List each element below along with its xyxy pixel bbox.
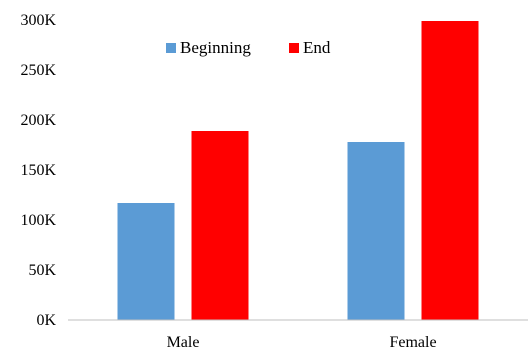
y-tick-label: 50K [28, 262, 56, 279]
legend-swatch-end [289, 43, 299, 53]
y-tick-label: 0K [36, 312, 56, 329]
legend-label-beginning: Beginning [180, 38, 251, 57]
bar-end-female [421, 21, 479, 320]
bars [117, 21, 479, 320]
y-tick-label: 250K [20, 62, 56, 79]
legend-label-end: End [303, 38, 331, 57]
x-axis: Male Female [167, 334, 437, 351]
x-tick-label: Male [167, 334, 200, 351]
legend: Beginning End [166, 38, 331, 57]
legend-swatch-beginning [166, 43, 176, 53]
bar-beginning-male [117, 203, 175, 320]
y-tick-label: 200K [20, 112, 56, 129]
y-tick-label: 300K [20, 12, 56, 29]
x-tick-label: Female [389, 334, 436, 351]
bar-end-male [191, 131, 249, 320]
y-tick-label: 100K [20, 212, 56, 229]
y-tick-label: 150K [20, 162, 56, 179]
bar-beginning-female [347, 142, 405, 320]
y-axis: 0K 50K 100K 150K 200K 250K 300K [20, 12, 56, 329]
